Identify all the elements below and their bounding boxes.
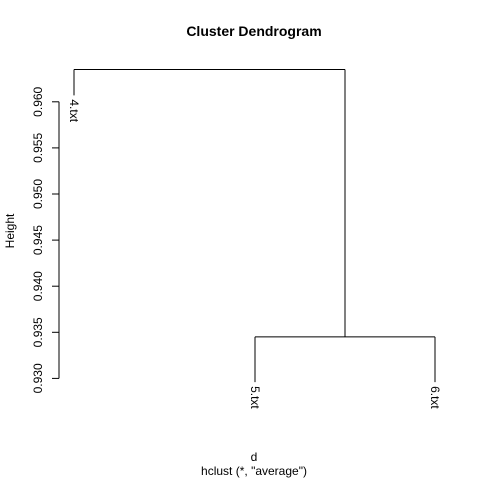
y-tick-label: 0.935	[31, 317, 45, 347]
y-axis: 0.930 0.935 0.940 0.945 0.950 0.955 0.960	[31, 86, 60, 393]
y-tick-label: 0.940	[31, 271, 45, 301]
y-tick-label: 0.960	[31, 86, 45, 116]
chart-subtitle: hclust (*, "average")	[201, 464, 307, 478]
leaf-label: 4.txt	[67, 99, 81, 122]
leaf-label: 6.txt	[428, 386, 442, 409]
y-tick-label: 0.930	[31, 363, 45, 393]
leaf-labels: 4.txt 5.txt 6.txt	[67, 99, 442, 409]
leaf-label: 5.txt	[248, 386, 262, 409]
y-tick-label: 0.955	[31, 133, 45, 163]
y-tick-label: 0.950	[31, 179, 45, 209]
y-tick-label: 0.945	[31, 225, 45, 255]
x-axis-label: d	[251, 450, 258, 464]
chart-title: Cluster Dendrogram	[186, 23, 321, 39]
dendrogram-tree	[73, 69, 436, 383]
y-axis-label: Height	[3, 213, 17, 248]
